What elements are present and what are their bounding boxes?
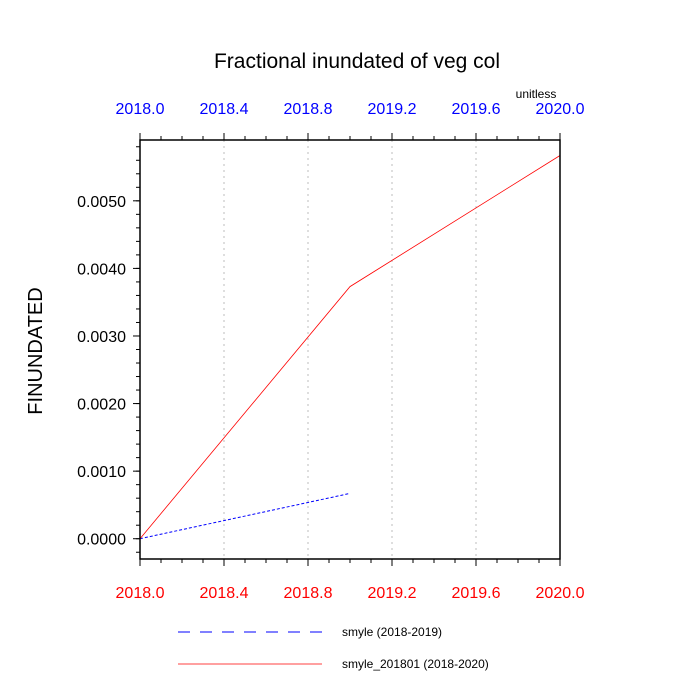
y-tick-label: 0.0050 [77,194,126,211]
x-top-tick-label: 2018.0 [116,101,165,118]
x-bottom-tick-label: 2018.4 [200,585,249,602]
legend-label: smyle_201801 (2018-2020) [342,657,489,671]
y-tick-label: 0.0040 [77,261,126,278]
legend: smyle (2018-2019) smyle_201801 (2018-2020… [178,625,489,671]
x-top-tick-label: 2018.4 [200,101,249,118]
x-bottom-tick-label: 2020.0 [536,585,585,602]
x-bottom-tick-label: 2018.8 [284,585,333,602]
x-bottom-tick-label: 2019.2 [368,585,417,602]
y-tick-label: 0.0010 [77,464,126,481]
series-layer [139,155,561,540]
chart-title: Fractional inundated of veg col [214,50,500,73]
units-label: unitless [516,87,557,101]
y-tick-label: 0.0000 [77,532,126,549]
grid-lines [223,140,477,559]
x-top-tick-label: 2018.8 [284,101,333,118]
y-tick-label: 0.0020 [77,397,126,414]
x-top-tick-label: 2020.0 [536,101,585,118]
series-line [139,155,561,539]
x-bottom-tick-label: 2018.0 [116,585,165,602]
x-bottom-tick-label: 2019.6 [452,585,501,602]
x-top-tick-label: 2019.2 [368,101,417,118]
legend-label: smyle (2018-2019) [342,625,442,639]
x-top-tick-label: 2019.6 [452,101,501,118]
axis-ticks: 2018.0 2018.0 2018.4 2018.4 2018.8 2018.8 2019… [77,101,585,602]
plot-frame [139,139,561,560]
series-line [139,492,351,540]
y-tick-label: 0.0030 [77,329,126,346]
y-axis-label: FINUNDATED [25,287,47,414]
